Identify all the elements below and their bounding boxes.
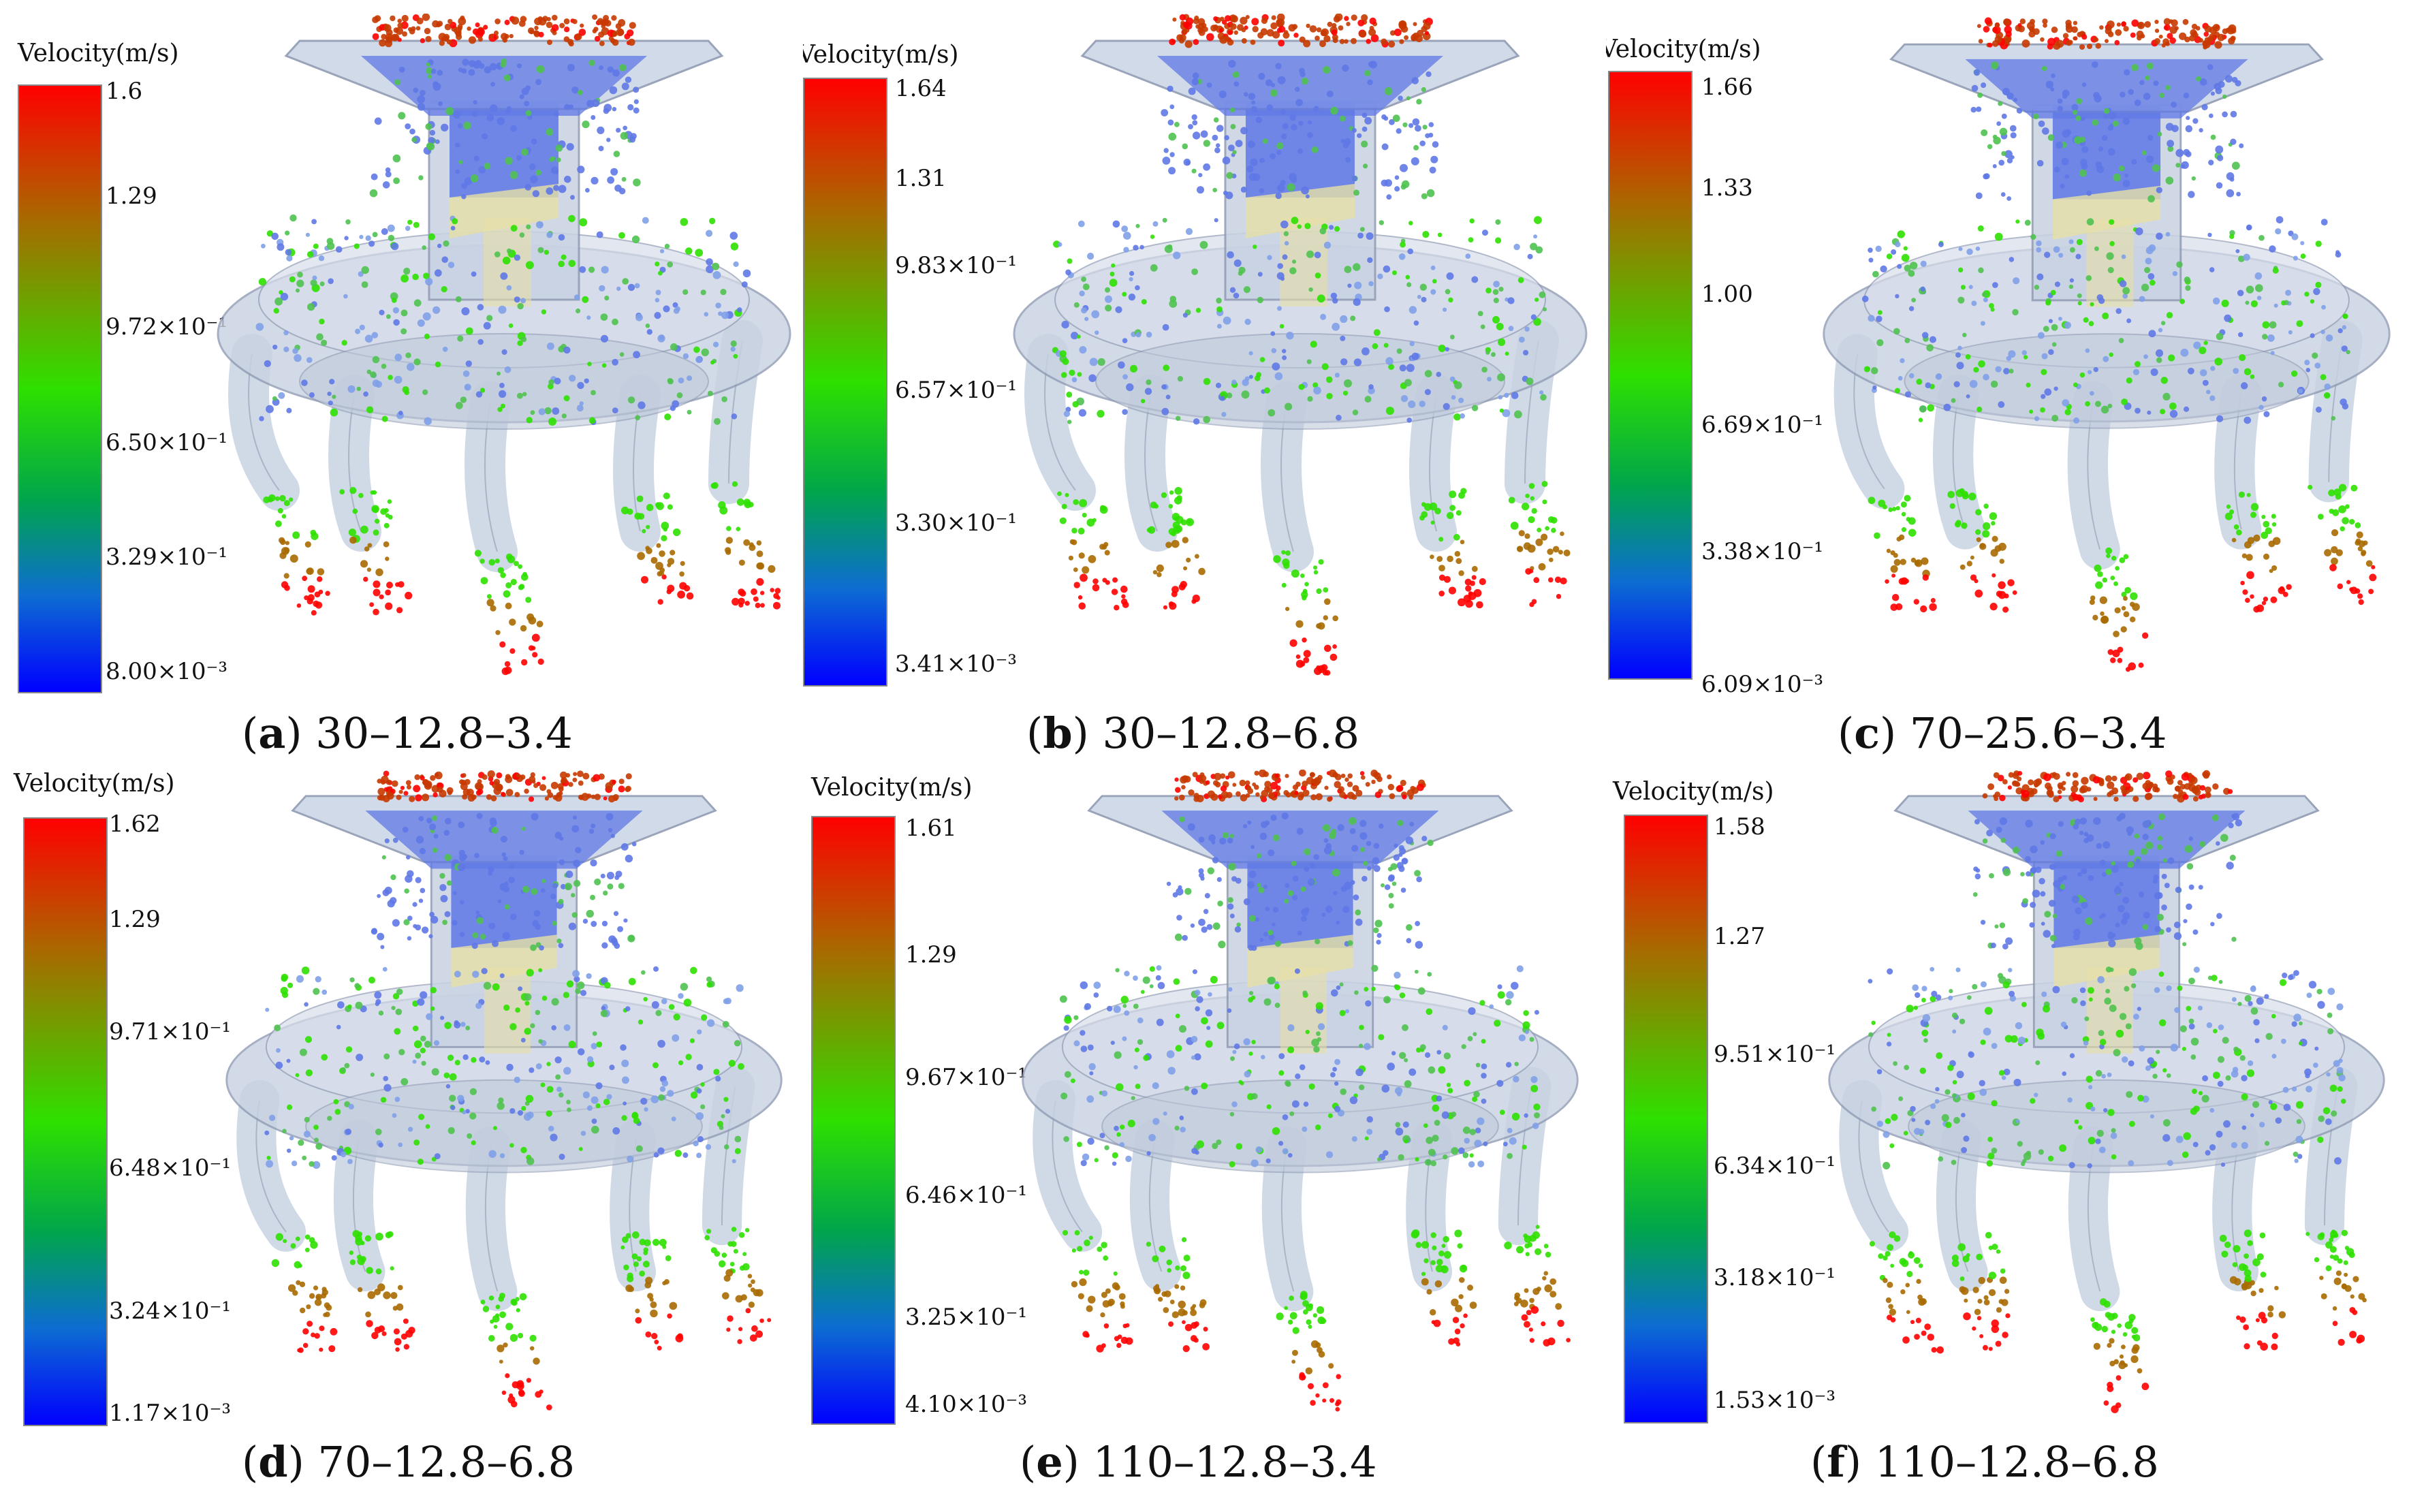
colorbar-title: Velocity(m/s) [1613,778,1774,806]
particles [264,770,772,1411]
tick-label: 1.64 [895,75,947,102]
colorbar-title: Velocity(m/s) [803,41,959,69]
distributor-body [225,795,783,1312]
tick-label: 1.29 [109,906,161,933]
panel-e: Velocity(m/s) 1.61 1.29 9.67×10⁻¹ 6.46×1… [803,756,1606,1512]
tick-label: 6.48×10⁻¹ [109,1154,232,1182]
particle-flow-model [1022,770,1579,1412]
panel-caption: (a) 30–12.8–3.4 [242,708,573,756]
particles [1861,17,2377,672]
particle-flow-model [1013,14,1588,676]
panel-caption: (d) 70–12.8–6.8 [242,1437,576,1487]
tick-label: 1.66 [1701,74,1753,101]
tick-label: 4.10×10⁻³ [905,1391,1028,1418]
panel-config: 30–12.8–6.8 [1102,708,1360,756]
tick-label: 1.6 [106,78,143,105]
tick-label: 1.27 [1714,923,1765,950]
panel-config: 30–12.8–3.4 [315,708,573,756]
colorbar [23,817,108,1426]
tick-label: 1.62 [109,810,161,838]
panel-config: 110–12.8–3.4 [1092,1437,1377,1487]
tick-label: 6.34×10⁻¹ [1714,1152,1836,1180]
tick-label: 9.71×10⁻¹ [109,1018,232,1045]
panel-letter: d [258,1437,288,1487]
tick-label: 1.29 [106,183,157,210]
distributor-body [217,40,791,572]
colorbar [803,78,887,687]
panel-c: Velocity(m/s) 1.66 1.33 1.00 6.69×10⁻¹ 3… [1606,0,2409,756]
tick-label: 9.72×10⁻¹ [106,313,228,341]
panel-caption: (b) 30–12.8–6.8 [1026,708,1359,756]
panel-caption: (c) 70–25.6–3.4 [1838,708,2167,756]
tick-label: 3.29×10⁻¹ [106,544,228,571]
tick-label: 3.41×10⁻³ [895,650,1018,678]
panel-caption: (f) 110–12.8–6.8 [1810,1437,2159,1487]
particles [255,14,781,676]
particle-flow-model [1823,17,2391,672]
distributor-body [1022,795,1579,1312]
tick-label: 3.18×10⁻¹ [1714,1264,1836,1291]
tick-label: 1.33 [1701,174,1753,202]
particles [1052,14,1571,676]
particle-flow-model [1828,770,2385,1413]
tick-label: 6.57×10⁻¹ [895,377,1018,404]
tick-label: 3.30×10⁻¹ [895,509,1018,537]
colorbar [1608,71,1692,680]
panel-letter: f [1827,1437,1845,1487]
particles [1059,770,1571,1412]
panel-letter: c [1854,708,1880,756]
tick-label: 9.83×10⁻¹ [895,252,1018,279]
colorbar [1624,815,1708,1423]
panel-config: 110–12.8–6.8 [1874,1437,2159,1487]
tick-label: 6.09×10⁻³ [1701,671,1824,698]
panel-a: Velocity(m/s) 1.6 1.29 9.72×10⁻¹ 6.50×10… [0,0,803,756]
tick-label: 6.50×10⁻¹ [106,429,228,456]
panel-caption: (e) 110–12.8–3.4 [1020,1437,1377,1487]
tick-label: 1.58 [1714,813,1765,840]
tick-label: 1.00 [1701,281,1753,308]
tick-label: 6.69×10⁻¹ [1701,411,1824,439]
particles [1868,770,2367,1413]
tick-label: 9.51×10⁻¹ [1714,1041,1836,1068]
colorbar-title: Velocity(m/s) [811,774,973,802]
distributor-body [1823,43,2391,570]
tick-label: 9.67×10⁻¹ [905,1064,1028,1091]
particle-flow-model [225,770,783,1411]
panel-b: Velocity(m/s) 1.64 1.31 9.83×10⁻¹ 6.57×1… [803,0,1606,756]
panel-config: 70–25.6–3.4 [1909,708,2167,756]
panel-f: Velocity(m/s) 1.58 1.27 9.51×10⁻¹ 6.34×1… [1606,756,2409,1512]
tick-label: 1.53×10⁻³ [1714,1387,1836,1414]
colorbar [18,84,102,693]
tick-label: 1.61 [905,815,957,842]
panel-letter: b [1043,708,1073,756]
tick-label: 3.38×10⁻¹ [1701,538,1824,565]
panel-letter: e [1036,1437,1063,1487]
tick-label: 6.46×10⁻¹ [905,1182,1028,1209]
tick-label: 8.00×10⁻³ [106,658,228,685]
panel-config: 70–12.8–6.8 [317,1437,576,1487]
tick-label: 1.31 [895,165,947,192]
tick-label: 3.25×10⁻¹ [905,1304,1028,1331]
colorbar-title: Velocity(m/s) [1606,35,1761,63]
tick-label: 3.24×10⁻¹ [109,1297,232,1325]
colorbar-title: Velocity(m/s) [14,770,175,798]
particle-flow-model [217,14,791,676]
colorbar [811,816,896,1425]
panel-d: Velocity(m/s) 1.62 1.29 9.71×10⁻¹ 6.48×1… [0,756,803,1512]
distributor-body [1013,40,1588,572]
distributor-body [1828,795,2385,1312]
colorbar-title: Velocity(m/s) [18,40,179,67]
tick-label: 1.17×10⁻³ [109,1400,232,1427]
tick-label: 1.29 [905,941,957,968]
panel-letter: a [258,708,286,756]
